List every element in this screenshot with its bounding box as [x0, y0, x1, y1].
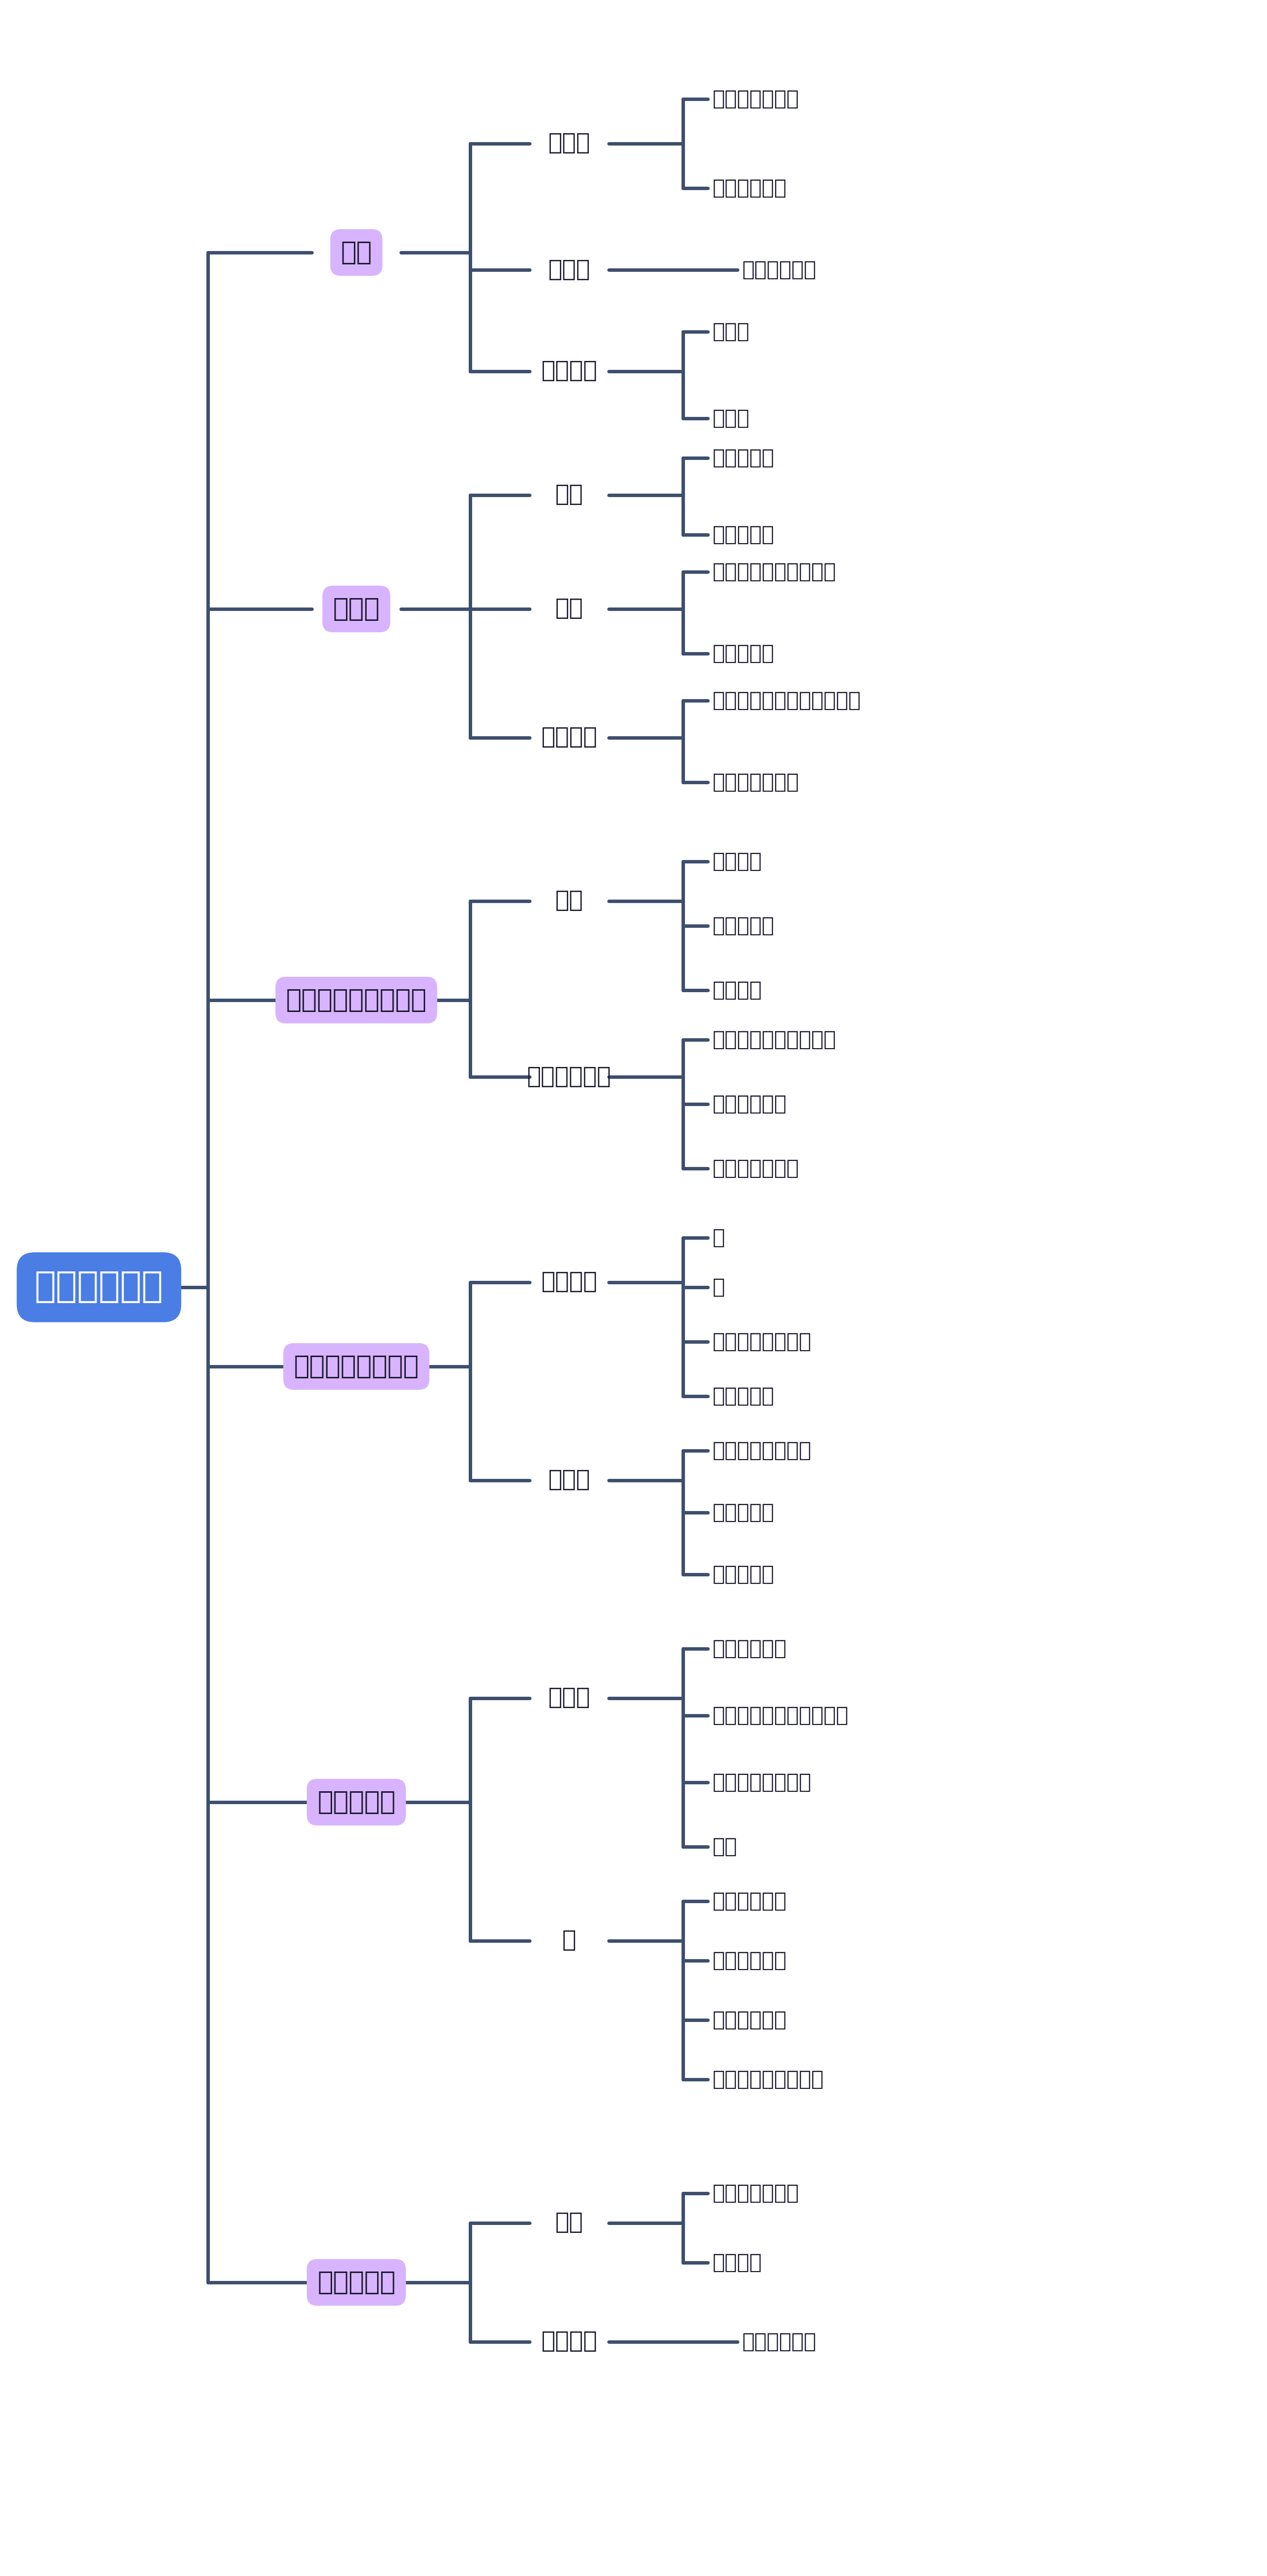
Text: 四边形: 四边形 — [549, 1687, 590, 1710]
Text: 方程与不等式: 方程与不等式 — [527, 1066, 611, 1087]
Text: 圆的位置关系: 圆的位置关系 — [712, 1950, 787, 1971]
Text: 全等三角形: 全等三角形 — [712, 1502, 774, 1522]
Text: 梯形: 梯形 — [712, 1837, 737, 1857]
Text: 无理数的概念: 无理数的概念 — [742, 260, 817, 281]
Text: 三角形分类与性质: 三角形分类与性质 — [712, 1440, 812, 1461]
Text: 无理数: 无理数 — [549, 258, 590, 281]
Text: 圆的相关性质: 圆的相关性质 — [712, 2009, 787, 2030]
Text: 相似三角形: 相似三角形 — [712, 1564, 774, 1584]
Text: 函数、方程与不等式: 函数、方程与不等式 — [286, 987, 427, 1012]
Text: 整式的运算: 整式的运算 — [712, 526, 774, 546]
Text: 函数: 函数 — [555, 889, 583, 912]
Text: 整式的概念: 整式的概念 — [712, 448, 774, 469]
Text: 几何初步: 几何初步 — [541, 1270, 597, 1293]
Text: 二次根式的概念及基本性质: 二次根式的概念及基本性质 — [712, 690, 862, 711]
Text: 三角形: 三角形 — [549, 1468, 590, 1492]
Text: 一元二次方程: 一元二次方程 — [712, 1095, 787, 1115]
Text: 几何初步与三角形: 几何初步与三角形 — [294, 1352, 419, 1378]
Text: 分式的概念及基本性质: 分式的概念及基本性质 — [712, 562, 836, 582]
Text: 一次函数: 一次函数 — [712, 850, 763, 871]
Text: 有理数: 有理数 — [549, 131, 590, 155]
Text: 数据分析: 数据分析 — [712, 2251, 763, 2272]
Text: 有理数的运算: 有理数的运算 — [712, 178, 787, 198]
Text: 二次根式: 二次根式 — [541, 726, 597, 750]
Text: 圆: 圆 — [563, 1929, 576, 1953]
Text: 概率初步: 概率初步 — [541, 2331, 597, 2352]
Text: 四边形的概念: 四边形的概念 — [712, 1638, 787, 1659]
Text: 有理数相关概念: 有理数相关概念 — [712, 88, 799, 108]
Text: 分式: 分式 — [555, 598, 583, 621]
Text: 代数式: 代数式 — [333, 595, 380, 621]
Text: 圆的基本概念: 圆的基本概念 — [712, 1891, 787, 1911]
Text: 统计: 统计 — [555, 2213, 583, 2233]
Text: 线: 线 — [712, 1226, 725, 1249]
Text: 二元一次方程组: 二元一次方程组 — [712, 1159, 799, 1180]
Text: 二次根式的运算: 二次根式的运算 — [712, 773, 799, 793]
Text: 投影与视图: 投影与视图 — [712, 1386, 774, 1406]
Text: 数据收集与整理: 数据收集与整理 — [712, 2182, 799, 2202]
Text: 反比例函数: 反比例函数 — [712, 914, 774, 935]
Text: 分式的运算: 分式的运算 — [712, 644, 774, 665]
Text: 数的开方: 数的开方 — [541, 361, 597, 381]
Text: 一元一次方程与不等式: 一元一次方程与不等式 — [712, 1030, 836, 1051]
Text: 平行四边形的性质与判定: 平行四边形的性质与判定 — [712, 1705, 849, 1726]
Text: 立方根: 立方根 — [712, 407, 750, 428]
Text: 角: 角 — [712, 1278, 725, 1298]
Text: 初中数学教材: 初中数学教材 — [34, 1270, 163, 1303]
Text: 弧长与扇形面积公式: 弧长与扇形面积公式 — [712, 2069, 824, 2089]
Text: 二次函数: 二次函数 — [712, 979, 763, 999]
Text: 四边形与圆: 四边形与圆 — [317, 1790, 395, 1816]
Text: 特殊的平行四边形: 特殊的平行四边形 — [712, 1772, 812, 1793]
Text: 整式: 整式 — [555, 484, 583, 507]
Text: 统计与概率: 统计与概率 — [317, 2269, 395, 2295]
Text: 平方根: 平方根 — [712, 322, 750, 343]
Text: 实数: 实数 — [341, 240, 372, 265]
Text: 图形的平移与旋转: 图形的平移与旋转 — [712, 1332, 812, 1352]
Text: 求概率的方法: 求概率的方法 — [742, 2331, 817, 2352]
